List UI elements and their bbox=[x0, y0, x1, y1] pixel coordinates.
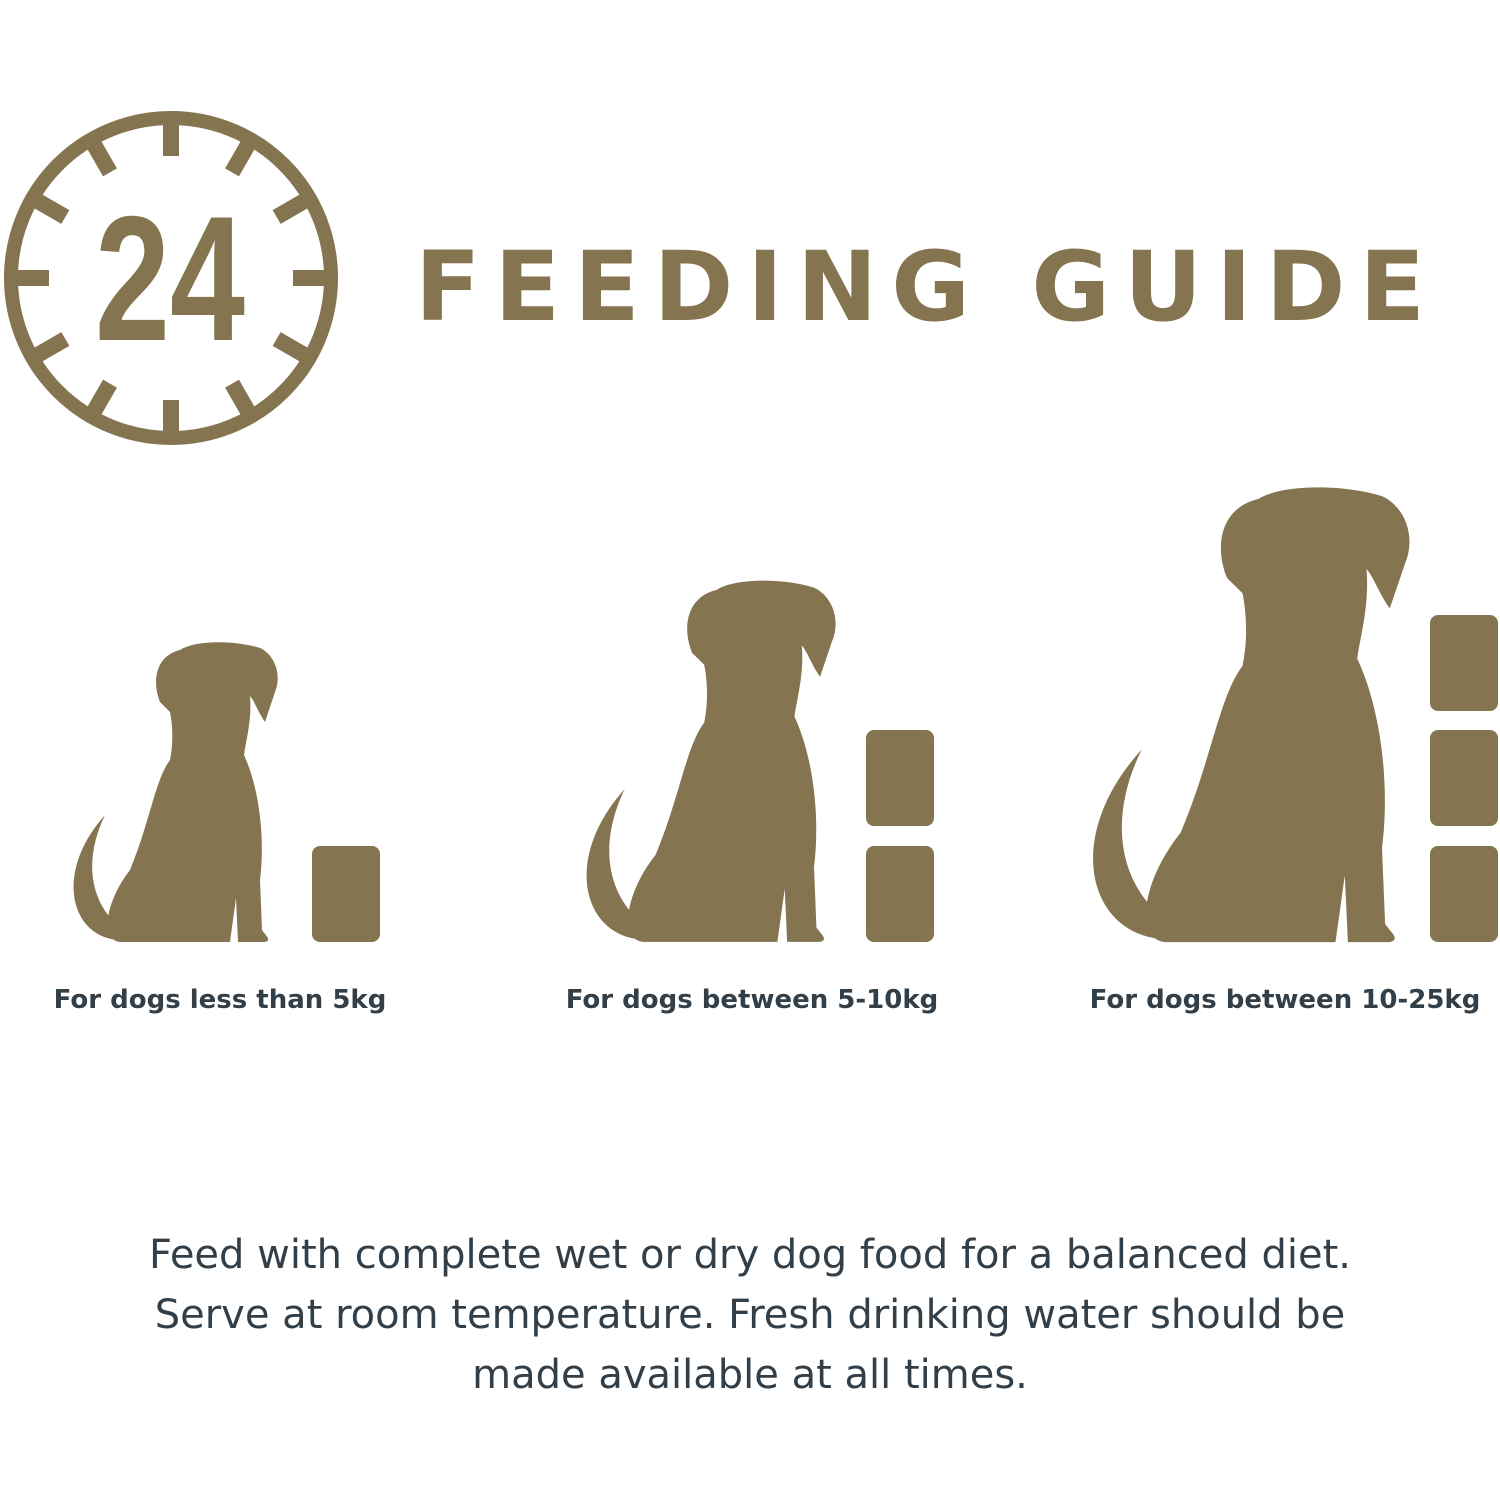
portion-block-icon bbox=[312, 846, 380, 942]
clock-tick bbox=[272, 194, 309, 224]
clock-number: 24 bbox=[95, 179, 245, 378]
24-hour-clock-icon bbox=[4, 111, 338, 445]
size-label-small: For dogs less than 5kg bbox=[53, 985, 387, 1015]
clock-tick bbox=[33, 194, 70, 224]
clock-tick bbox=[225, 140, 255, 177]
portion-block-icon bbox=[1430, 730, 1498, 826]
portion-block-icon bbox=[1430, 615, 1498, 711]
instruction-line: Serve at room temperature. Fresh drinkin… bbox=[154, 1292, 1346, 1338]
portion-block-icon bbox=[866, 846, 934, 942]
medium-dog-icon bbox=[586, 580, 836, 942]
clock-tick bbox=[33, 332, 70, 362]
feeding-instructions: Feed with complete wet or dry dog food f… bbox=[0, 1225, 1500, 1405]
clock-tick bbox=[87, 379, 117, 416]
large-dog-icon bbox=[1093, 487, 1410, 943]
size-label-large: For dogs between 10-25kg bbox=[1089, 985, 1481, 1015]
small-dog-icon bbox=[73, 642, 278, 942]
portion-block-icon bbox=[866, 730, 934, 826]
portion-block-icon bbox=[1430, 846, 1498, 942]
clock-tick bbox=[272, 332, 309, 362]
page-title: FEEDING GUIDE bbox=[415, 231, 1425, 343]
clock-tick bbox=[87, 140, 117, 177]
clock-tick bbox=[225, 379, 255, 416]
instruction-line: made available at all times. bbox=[472, 1352, 1028, 1398]
instruction-line: Feed with complete wet or dry dog food f… bbox=[149, 1232, 1351, 1278]
size-label-medium: For dogs between 5-10kg bbox=[565, 985, 939, 1015]
